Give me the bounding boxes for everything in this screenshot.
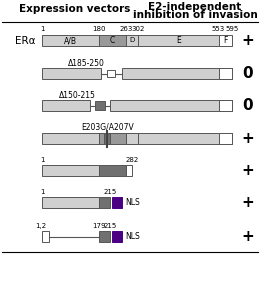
- Bar: [99, 197, 110, 208]
- Text: ERα: ERα: [15, 36, 35, 46]
- Text: Expression vectors: Expression vectors: [19, 4, 131, 14]
- Bar: [104, 133, 110, 144]
- Text: E: E: [176, 36, 181, 45]
- Text: 595: 595: [225, 26, 239, 32]
- Bar: [42, 231, 49, 242]
- Bar: [110, 100, 232, 111]
- Text: 215: 215: [104, 189, 117, 195]
- Text: 1: 1: [40, 189, 44, 195]
- Bar: [99, 231, 110, 242]
- Text: 0: 0: [243, 66, 253, 81]
- Bar: [42, 68, 101, 79]
- Text: +: +: [242, 131, 254, 146]
- Bar: [219, 133, 232, 144]
- Bar: [122, 68, 232, 79]
- Text: inhibition of invasion: inhibition of invasion: [133, 10, 257, 20]
- Bar: [219, 35, 232, 46]
- Bar: [42, 35, 99, 46]
- Bar: [138, 35, 219, 46]
- Bar: [99, 35, 126, 46]
- Text: A/B: A/B: [64, 36, 77, 45]
- Bar: [107, 70, 115, 77]
- Text: 553: 553: [212, 26, 225, 32]
- Bar: [99, 165, 126, 176]
- Text: C: C: [110, 36, 115, 45]
- Text: 0: 0: [243, 98, 253, 113]
- Text: 215: 215: [104, 223, 117, 229]
- Text: 179: 179: [92, 223, 106, 229]
- Text: +: +: [242, 33, 254, 48]
- Text: 263: 263: [119, 26, 133, 32]
- Text: 1: 1: [40, 26, 44, 32]
- Bar: [126, 133, 138, 144]
- Bar: [113, 197, 122, 208]
- Bar: [126, 35, 138, 46]
- Bar: [42, 100, 90, 111]
- Text: D: D: [129, 37, 135, 43]
- Text: F: F: [223, 36, 228, 45]
- Bar: [99, 133, 126, 144]
- Text: NLS: NLS: [125, 198, 140, 207]
- Text: 180: 180: [93, 26, 106, 32]
- Text: 1,2: 1,2: [35, 223, 47, 229]
- Text: Δ150-215: Δ150-215: [59, 91, 96, 99]
- Text: Δ185-250: Δ185-250: [68, 58, 105, 67]
- Bar: [219, 100, 232, 111]
- Text: NLS: NLS: [125, 232, 140, 241]
- Text: +: +: [242, 195, 254, 210]
- Text: E203G/A207V: E203G/A207V: [81, 123, 134, 132]
- Text: 1: 1: [40, 157, 44, 163]
- Text: 282: 282: [125, 157, 139, 163]
- Bar: [42, 165, 99, 176]
- Bar: [42, 197, 99, 208]
- Bar: [219, 68, 232, 79]
- Text: 302: 302: [132, 26, 145, 32]
- Text: E2-independent: E2-independent: [148, 2, 242, 12]
- Text: +: +: [242, 229, 254, 244]
- Bar: [42, 133, 232, 144]
- Bar: [126, 165, 132, 176]
- Bar: [113, 231, 122, 242]
- Text: +: +: [242, 163, 254, 178]
- Bar: [95, 101, 105, 110]
